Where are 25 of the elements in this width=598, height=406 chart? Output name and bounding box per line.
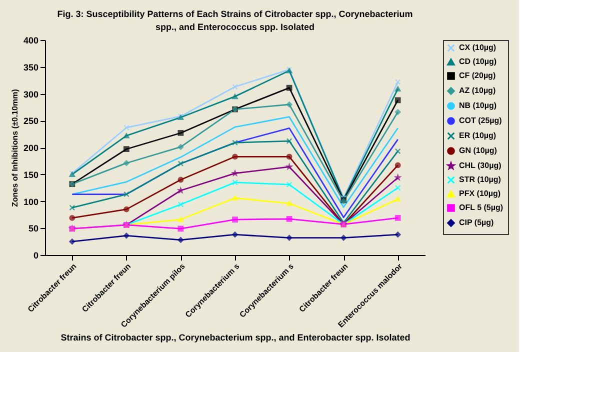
y-tick-label: 400 — [23, 36, 38, 46]
legend-label: CF (20µg) — [459, 71, 496, 80]
y-tick-label: 250 — [23, 116, 38, 126]
y-tick-label: 50 — [28, 224, 38, 234]
y-tick-label: 350 — [23, 62, 38, 72]
legend-label: AZ (10µg) — [459, 86, 496, 95]
legend-label: CD (10µg) — [459, 57, 497, 66]
x-axis-title: Strains of Citrobacter spp., Corynebacterium spp., and Enterobacter spp. Isolated — [60, 332, 410, 342]
legend-label: CIP (5µg) — [459, 218, 494, 227]
legend-label: GN (10µg) — [459, 146, 498, 155]
legend-label: NB (10µg) — [459, 101, 497, 110]
legend-label: CHL (30µg) — [459, 161, 502, 170]
y-tick-label: 200 — [23, 143, 38, 153]
y-tick-label: 0 — [33, 250, 38, 260]
legend-label: PFX (10µg) — [459, 189, 501, 198]
legend-label: CX (10µg) — [459, 43, 496, 52]
y-axis-title: Zones of Inhibitions (±0.10mm) — [10, 88, 20, 207]
y-tick-label: 150 — [23, 170, 38, 180]
y-tick-label: 300 — [23, 89, 38, 100]
legend-label: ER (10µg) — [459, 131, 496, 140]
y-tick-label: 100 — [23, 196, 38, 207]
legend-label: COT (25µg) — [459, 116, 502, 125]
legend-label: STR (10µg) — [459, 175, 502, 184]
chart-title: Fig. 3: Susceptibility Patterns of Each Strains of Citrobacter spp., Corynebacterium spp., and Enterococcus spp. Isolated — [57, 9, 413, 32]
legend-label: OFL 5 (5µg) — [459, 203, 504, 212]
